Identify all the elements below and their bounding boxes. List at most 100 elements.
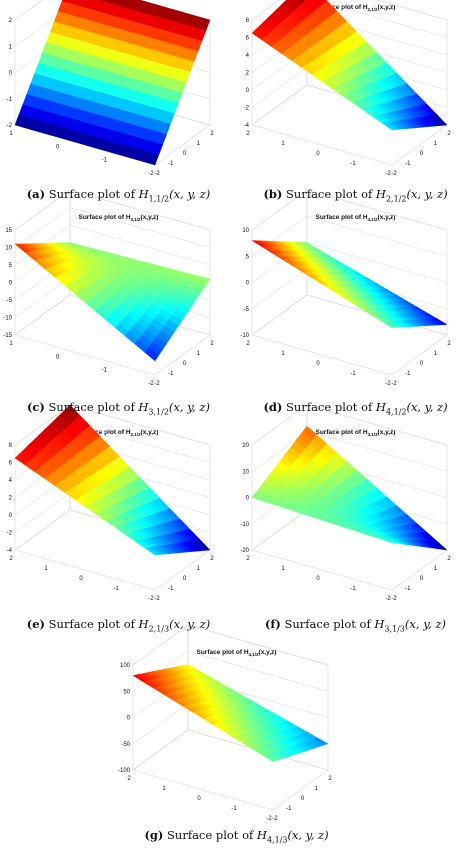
caption-text: Surface plot of: [284, 617, 375, 631]
x-tick-label: 0: [420, 361, 424, 367]
plot-title-suffix: (x,y,z): [378, 214, 396, 221]
grid-line: [251, 268, 308, 309]
plot-title-suffix: (x,y,z): [378, 429, 396, 436]
x-tick-label: 2: [210, 341, 214, 347]
surface-facet: [125, 0, 141, 11]
caption-text: Surface plot of: [167, 828, 257, 842]
caption-subscript: 3,1/3: [384, 624, 405, 634]
y-tick-label: 1: [9, 131, 13, 137]
z-tick-label: 10: [242, 469, 249, 475]
caption-f: (f) Surface plot of H3,1/3(x, y, z): [237, 617, 474, 633]
z-tick-label: 4: [246, 53, 250, 59]
caption-subscript: 1,1/2: [148, 194, 170, 204]
caption-label: (f): [264, 617, 281, 631]
z-tick-label: 0: [246, 496, 250, 502]
caption-g: (g) Surface plot of H4,1/3(x, y, z): [118, 828, 355, 844]
surface-plot-svg: Surface plot of H3,1/3(x,y,z)-20-1001020…: [240, 404, 451, 602]
caption-label: (b): [263, 187, 283, 201]
surface-facet: [432, 540, 448, 551]
grid-line: [14, 492, 71, 533]
plot-title-prefix: Surface plot of: [316, 214, 363, 221]
caption-args: (x, y, z): [406, 187, 448, 201]
plot-title: Surface plot of H4,1/3(x,y,z): [197, 649, 277, 657]
y-tick-label: -2: [148, 596, 154, 602]
surface-facet: [81, 0, 96, 10]
y-tick-label: -2: [385, 171, 391, 177]
surface-plot-svg: Surface plot of H4,1/3(x,y,z)-100-500501…: [118, 624, 332, 822]
panel-f: Surface plot of H3,1/3(x,y,z) -20 -10 0 10 20…: [237, 404, 474, 637]
z-tick-label: 15: [5, 228, 12, 234]
surface-facet: [99, 0, 107, 3]
y-tick-label: -1: [350, 371, 356, 377]
plot-title-subscript: 3,1/3: [368, 432, 379, 437]
caption-e: (e) Surface plot of H2,1/3(x, y, z): [0, 617, 237, 633]
plot-title-prefix: Surface plot of: [79, 214, 126, 221]
y-tick-label: 0: [79, 576, 83, 582]
x-tick-label: -2: [154, 381, 160, 387]
plot-title-symbol: H: [363, 214, 368, 221]
grid-line: [69, 404, 211, 446]
x-tick-label: -2: [391, 596, 397, 602]
z-tick-label: -10: [3, 316, 12, 322]
x-tick-label: 2: [328, 776, 332, 782]
x-tick-label: -2: [154, 171, 160, 177]
plot-title-prefix: Surface plot of: [316, 4, 363, 11]
plot-title-symbol: H: [126, 429, 131, 436]
y-tick-label: 0: [56, 144, 60, 150]
caption-args: (x, y, z): [404, 617, 447, 631]
caption-text: Surface plot of: [48, 400, 139, 414]
caption-label: (a): [26, 187, 46, 201]
caption-symbol: H: [374, 617, 385, 631]
grid-line: [14, 0, 43, 21]
z-tick-label: -5: [7, 298, 13, 304]
z-tick-label: -5: [244, 307, 250, 313]
plot-title-subscript: 2,1/3: [131, 432, 142, 437]
z-tick-label: 0: [9, 71, 13, 77]
surface-facet: [105, 0, 119, 5]
z-tick-label: 8: [9, 443, 13, 449]
caption-text: Surface plot of: [48, 187, 139, 201]
panel-a: Surface plot of H1,1/2(x,y,z)-2-1012-2-1…: [0, 0, 237, 210]
plot-title-suffix: (x,y,z): [141, 429, 159, 436]
y-tick-label: 1: [281, 566, 285, 572]
panel-g: Surface plot of H4,1/3(x,y,z) -100 -50 0 50 1…: [118, 624, 355, 822]
grid-line: [132, 729, 189, 771]
grid-line: [14, 509, 71, 551]
x-tick-label: 1: [434, 351, 438, 357]
plot-title-symbol: H: [363, 429, 368, 436]
x-tick-label: -2: [391, 381, 397, 387]
y-tick-label: 2: [246, 131, 250, 137]
z-tick-label: 10: [242, 228, 249, 234]
x-tick-label: -1: [168, 586, 174, 592]
plot-title: Surface plot of H3,1/2(x,y,z): [79, 214, 159, 222]
z-tick-label: -2: [7, 123, 13, 129]
caption-subscript: 2,1/3: [148, 624, 170, 634]
y-tick-label: 0: [316, 576, 320, 582]
z-tick-label: 5: [246, 254, 250, 260]
x-tick-label: -1: [168, 371, 174, 377]
surface-plot-svg: Surface plot of H2,1/2(x,y,z) -4 -2 0 2 4 6 8 -2…: [244, 0, 451, 177]
y-tick-label: 1: [9, 341, 13, 347]
z-tick-label: 0: [246, 281, 250, 287]
y-tick-label: 0: [316, 361, 320, 367]
panel-e: Surface plot of H2,1/3(x,y,z) -4 -2 0 2 4 6 8 -2…: [0, 404, 237, 637]
grid-line: [14, 277, 71, 318]
z-tick-label: -1: [7, 97, 13, 103]
x-tick-label: -1: [405, 161, 411, 167]
caption-args: (x, y, z): [169, 187, 211, 201]
y-tick-label: -1: [113, 586, 119, 592]
plot-title-prefix: Surface plot of: [316, 429, 363, 436]
caption-args: (x, y, z): [406, 400, 448, 414]
x-tick-label: 0: [183, 576, 187, 582]
grid-line: [251, 84, 308, 126]
y-tick-label: 1: [162, 786, 166, 792]
y-tick-label: -1: [231, 806, 237, 812]
plot-title-symbol: H: [363, 4, 368, 11]
z-tick-label: -20: [240, 548, 249, 554]
x-tick-label: -1: [286, 806, 292, 812]
plot-title: Surface plot of H2,1/2(x,y,z): [316, 4, 396, 12]
grid-line: [187, 651, 329, 692]
grid-line: [306, 216, 448, 257]
y-tick-label: -1: [102, 368, 108, 374]
grid-line: [69, 224, 211, 266]
